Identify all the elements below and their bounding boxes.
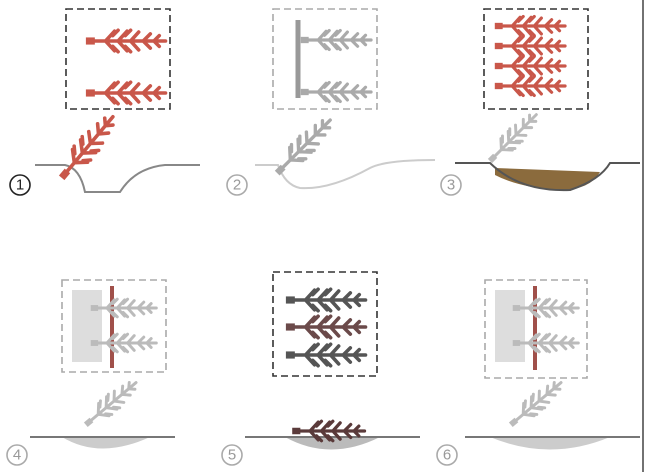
root-mass [495,290,525,362]
step-number: 1 [16,177,24,194]
fern [505,376,567,432]
fern [86,30,166,51]
soil-fill [490,437,610,450]
fern [495,17,565,36]
fern [286,344,366,365]
fern [495,57,565,76]
panel-4: 4 [7,280,175,465]
fern [53,110,121,185]
ground-profile [255,160,435,188]
fern [301,31,371,50]
fern [86,82,166,103]
panel-5: 5 [222,272,420,465]
step-number: 2 [233,177,241,194]
planting-diagram: 1 2 3 4 [0,0,650,472]
panel-2: 2 [227,9,435,195]
step-number: 5 [228,447,236,464]
fern [80,376,142,432]
fern [495,77,565,96]
ground-profile [35,165,200,192]
fern [301,83,371,102]
step-number: 6 [443,447,451,464]
step-number: 3 [447,177,455,194]
fern [484,108,543,167]
fern [270,113,337,180]
soil-fill [62,437,150,449]
panel-1: 1 [10,9,200,195]
panel-6: 6 [437,280,640,465]
root-mass [72,290,102,362]
fern [495,37,565,56]
fern [286,316,366,337]
fern [286,289,366,310]
panel-3: 3 [441,9,640,195]
step-number: 4 [13,447,21,464]
